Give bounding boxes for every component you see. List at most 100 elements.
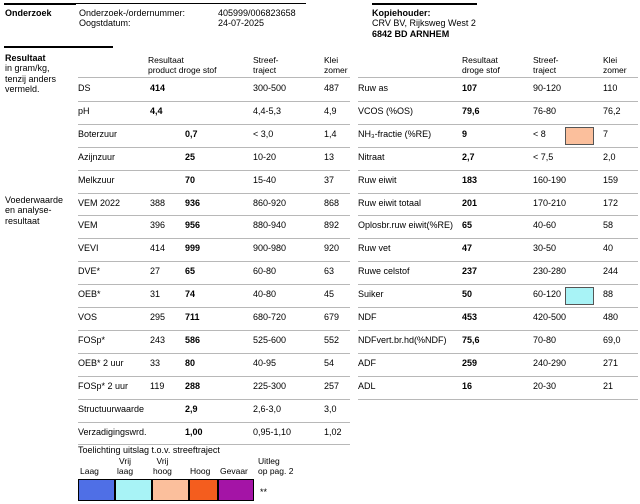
order-label: Onderzoek-/ordernummer: [79, 8, 186, 18]
dry-matter-value: 0,7 [185, 128, 198, 139]
copy-holder-line2: 6842 BD ARNHEM [372, 29, 450, 39]
row-label: Verzadigingswrd. [78, 426, 147, 437]
product-value: 295 [150, 312, 166, 322]
row-label: NDF [358, 312, 377, 322]
row-divider [78, 169, 350, 171]
row-divider [358, 284, 638, 286]
feed-line-2: en analyse- [5, 205, 52, 216]
target-range: < 8 [533, 128, 546, 139]
dry-matter-value: 936 [185, 197, 201, 208]
row-divider [78, 192, 350, 194]
dry-matter-value: 183 [462, 174, 478, 185]
target-range: 225-300 [253, 380, 287, 391]
left-col-clay: Klei zomer [324, 55, 348, 75]
row-divider [358, 169, 638, 171]
header-rule-mid [76, 3, 306, 4]
row-label: Boterzuur [78, 128, 118, 139]
target-range: 860-920 [253, 197, 287, 208]
dry-matter-value: 999 [185, 243, 201, 254]
legend-vrij-laag-line-1: Vrij [119, 456, 132, 466]
right-col-target: Streef- traject [533, 55, 559, 75]
row-label: NDFvert.br.hd(%NDF) [358, 334, 447, 345]
dry-matter-value: 16 [462, 380, 473, 391]
dry-matter-value: 75,6 [462, 334, 480, 345]
feed-line-1: Voederwaarde [5, 195, 64, 205]
dry-matter-value: 65 [462, 220, 473, 231]
legend-swatch-laag [78, 479, 115, 501]
clay-summer-value: 257 [324, 380, 340, 391]
dry-matter-value: 453 [462, 312, 478, 322]
right-col-result-line-2: droge stof [462, 65, 500, 76]
target-range: < 3,0 [253, 128, 274, 139]
date-label: Oogstdatum: [79, 18, 131, 28]
legend-swatch-vrij-hoog [152, 479, 189, 501]
row-divider [78, 100, 350, 102]
row-divider [78, 329, 350, 331]
row-label: OEB* 2 uur [78, 357, 124, 368]
feed-line-3: resultaat [5, 215, 40, 226]
row-label: VCOS (%OS) [358, 105, 414, 116]
target-range: 680-720 [253, 312, 287, 322]
row-divider [358, 238, 638, 240]
row-divider [78, 421, 350, 423]
row-divider [78, 215, 350, 217]
row-divider [358, 146, 638, 148]
legend-label-laag: Laag [80, 466, 99, 477]
product-value: 414 [150, 243, 166, 254]
feed-value-section: Voederwaarde en analyse- resultaat [5, 195, 63, 226]
row-divider [78, 398, 350, 400]
clay-summer-value: 1,02 [324, 426, 342, 437]
legend-swatch-gevaar [218, 479, 254, 501]
row-divider [358, 307, 638, 308]
header-rule-left [4, 3, 76, 5]
row-divider [78, 238, 350, 240]
clay-summer-value: 76,2 [603, 105, 621, 116]
date-value: 24-07-2025 [218, 18, 265, 28]
target-range: 90-120 [533, 83, 562, 93]
product-value: 396 [150, 220, 166, 231]
target-range: 420-500 [533, 312, 567, 322]
target-range: 240-290 [533, 357, 567, 368]
row-label: VEM [78, 220, 98, 231]
legend-label-hoog: Hoog [190, 466, 211, 477]
result-unit-line-1: in gram/kg, [5, 63, 50, 74]
right-col-clay-line-2: zomer [603, 65, 627, 76]
clay-summer-value: 679 [324, 312, 340, 322]
row-label: VEVI [78, 243, 99, 254]
clay-summer-value: 1,4 [324, 128, 337, 139]
legend-laag-text: Laag [80, 466, 99, 476]
table-row: Melkzuur 70 15-40 37 [78, 170, 350, 193]
dry-matter-value: 79,6 [462, 105, 480, 116]
row-divider [358, 123, 638, 125]
table-row: Ruw as 107 90-120 110 [358, 78, 638, 101]
left-col-result: Resultaat product droge stof [148, 55, 217, 75]
product-value: 243 [150, 334, 166, 345]
copy-holder-label: Kopiehouder: [372, 8, 431, 18]
target-range: 300-500 [253, 83, 287, 93]
dry-matter-value: 65 [185, 266, 196, 277]
clay-summer-value: 40 [603, 243, 614, 254]
left-col-clay-line-2: zomer [324, 65, 348, 76]
row-label: Suiker [358, 289, 384, 300]
row-label: DS [78, 83, 91, 93]
row-divider [78, 444, 350, 446]
table-row: OEB* 31 74 40-80 45 [78, 284, 350, 307]
table-row: FOSp* 2 uur 119 288 225-300 257 [78, 376, 350, 399]
legend-hoog-text: Hoog [190, 466, 211, 476]
row-label: Melkzuur [78, 174, 115, 185]
row-divider [358, 261, 638, 263]
dry-matter-value: 259 [462, 357, 478, 368]
target-range: 230-280 [533, 266, 567, 277]
row-label: FOSp* 2 uur [78, 380, 129, 391]
row-label: Ruw eiwit [358, 174, 397, 185]
row-label: DVE* [78, 266, 101, 277]
clay-summer-value: 45 [324, 289, 335, 300]
table-row: Azijnzuur 25 10-20 13 [78, 147, 350, 170]
deviation-indicator [565, 287, 594, 306]
copy-holder-line1: CRV BV, Rijksweg West 2 [372, 18, 476, 28]
target-range: 880-940 [253, 220, 287, 231]
clay-summer-value: 271 [603, 357, 619, 368]
row-divider [78, 261, 350, 263]
table-row: ADL 16 20-30 21 [358, 376, 638, 399]
row-label: Nitraat [358, 151, 385, 162]
